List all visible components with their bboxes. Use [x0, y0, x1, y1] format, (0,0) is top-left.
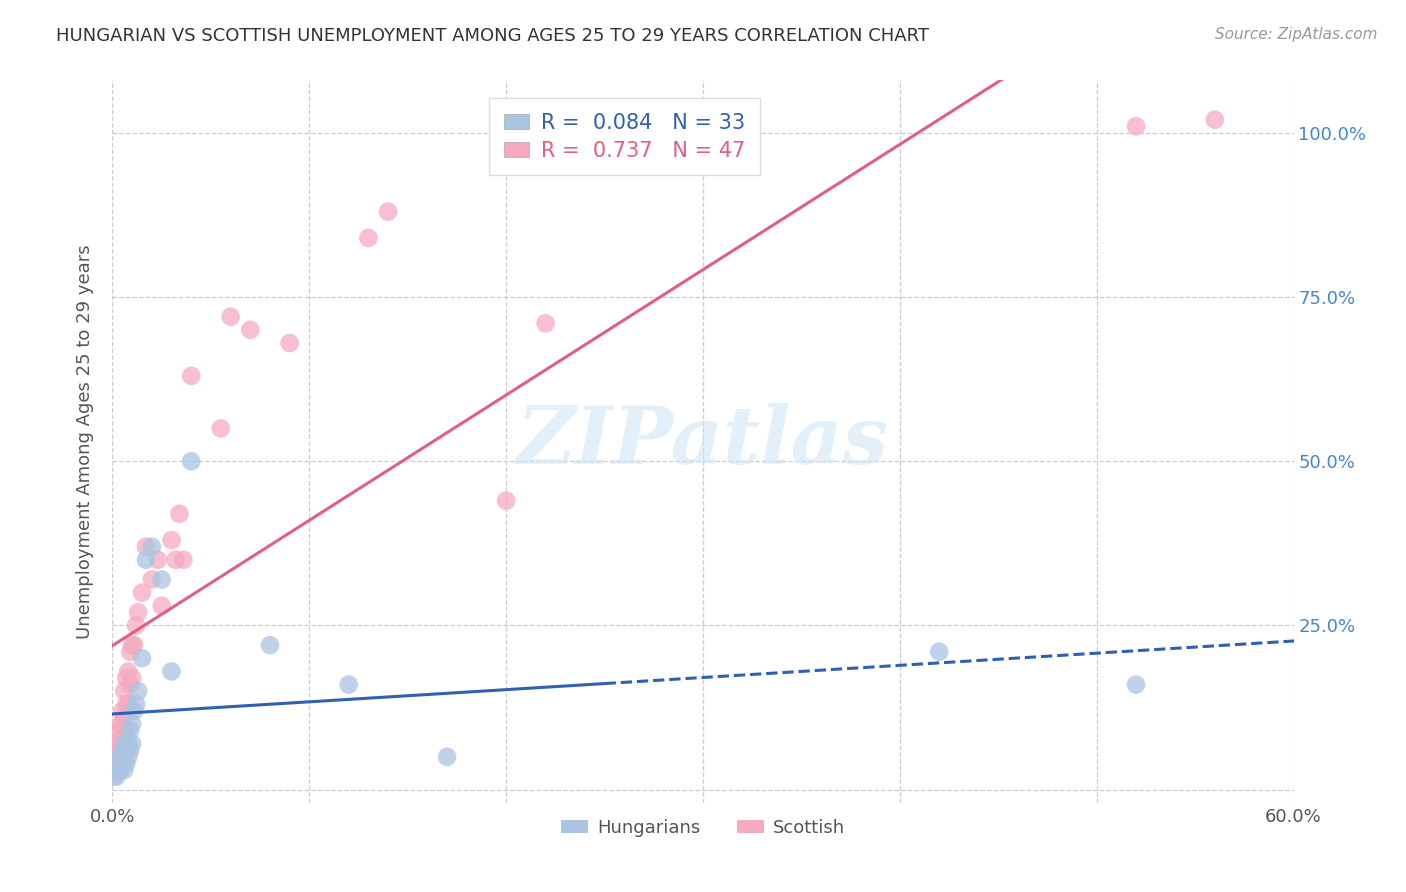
Point — [112, 710, 135, 724]
Point — [121, 717, 143, 731]
Point — [1204, 112, 1226, 127]
Point — [103, 756, 125, 771]
Point — [111, 743, 134, 757]
Point — [278, 336, 301, 351]
Point — [239, 323, 262, 337]
Point — [436, 749, 458, 764]
Point — [131, 651, 153, 665]
Point — [111, 723, 134, 738]
Point — [117, 698, 139, 712]
Point — [105, 749, 128, 764]
Point — [115, 671, 138, 685]
Point — [120, 723, 142, 738]
Point — [105, 737, 128, 751]
Text: HUNGARIAN VS SCOTTISH UNEMPLOYMENT AMONG AGES 25 TO 29 YEARS CORRELATION CHART: HUNGARIAN VS SCOTTISH UNEMPLOYMENT AMONG… — [56, 27, 929, 45]
Point — [105, 770, 128, 784]
Point — [110, 763, 132, 777]
Point — [121, 737, 143, 751]
Point — [1125, 120, 1147, 134]
Point — [180, 454, 202, 468]
Point — [107, 763, 129, 777]
Point — [495, 493, 517, 508]
Point — [160, 533, 183, 547]
Point — [135, 553, 157, 567]
Point — [209, 421, 232, 435]
Point — [101, 763, 124, 777]
Point — [112, 737, 135, 751]
Point — [112, 763, 135, 777]
Point — [219, 310, 242, 324]
Point — [111, 756, 134, 771]
Point — [180, 368, 202, 383]
Point — [115, 698, 138, 712]
Point — [120, 645, 142, 659]
Text: Source: ZipAtlas.com: Source: ZipAtlas.com — [1215, 27, 1378, 42]
Point — [146, 553, 169, 567]
Point — [135, 540, 157, 554]
Point — [127, 605, 149, 619]
Point — [160, 665, 183, 679]
Point — [111, 704, 134, 718]
Point — [259, 638, 281, 652]
Point — [115, 756, 138, 771]
Point — [112, 730, 135, 744]
Point — [127, 684, 149, 698]
Point — [534, 316, 557, 330]
Point — [141, 540, 163, 554]
Point — [125, 618, 148, 632]
Point — [141, 573, 163, 587]
Point — [112, 684, 135, 698]
Point — [122, 704, 145, 718]
Point — [131, 585, 153, 599]
Point — [121, 671, 143, 685]
Point — [120, 677, 142, 691]
Point — [110, 749, 132, 764]
Point — [125, 698, 148, 712]
Point — [337, 677, 360, 691]
Point — [117, 749, 139, 764]
Y-axis label: Unemployment Among Ages 25 to 29 years: Unemployment Among Ages 25 to 29 years — [76, 244, 94, 639]
Point — [103, 770, 125, 784]
Point — [111, 743, 134, 757]
Point — [928, 645, 950, 659]
Point — [115, 723, 138, 738]
Text: ZIPatlas: ZIPatlas — [517, 403, 889, 480]
Point — [150, 599, 173, 613]
Point — [377, 204, 399, 219]
Point — [122, 638, 145, 652]
Point — [169, 507, 191, 521]
Point — [120, 743, 142, 757]
Point — [172, 553, 194, 567]
Point — [110, 717, 132, 731]
Point — [110, 737, 132, 751]
Point — [711, 120, 734, 134]
Point — [107, 756, 129, 771]
Point — [165, 553, 187, 567]
Point — [115, 743, 138, 757]
Point — [112, 749, 135, 764]
Point — [357, 231, 380, 245]
Point — [117, 737, 139, 751]
Point — [107, 743, 129, 757]
Point — [1125, 677, 1147, 691]
Point — [117, 665, 139, 679]
Point — [107, 723, 129, 738]
Point — [121, 638, 143, 652]
Legend: Hungarians, Scottish: Hungarians, Scottish — [554, 812, 852, 845]
Point — [150, 573, 173, 587]
